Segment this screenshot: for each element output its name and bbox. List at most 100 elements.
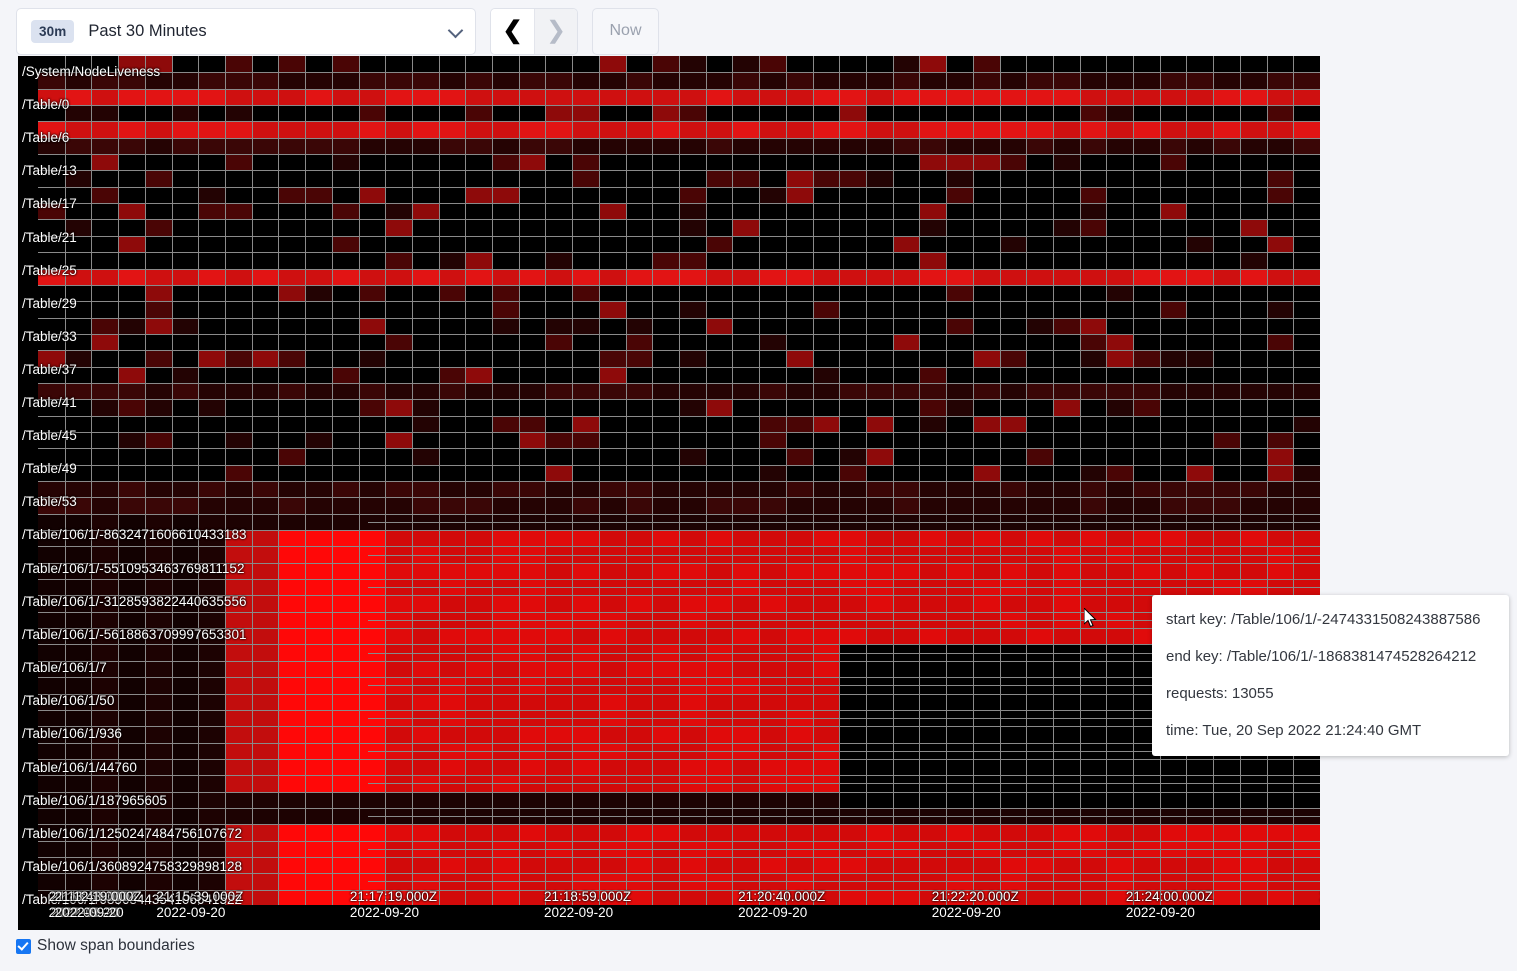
heatmap-cell[interactable] <box>172 318 198 334</box>
heatmap-cell[interactable] <box>305 121 332 138</box>
heatmap-cell[interactable] <box>813 857 839 873</box>
heatmap-cell[interactable] <box>492 236 519 252</box>
heatmap-cell[interactable] <box>679 792 706 808</box>
heatmap-cell[interactable] <box>1293 448 1320 465</box>
heatmap-cell[interactable] <box>732 448 759 465</box>
heatmap-cell[interactable] <box>1053 546 1080 563</box>
heatmap-cell[interactable] <box>1133 546 1160 563</box>
heatmap-cell[interactable] <box>732 72 759 89</box>
heatmap-cell[interactable] <box>145 481 172 497</box>
heatmap-cell[interactable] <box>1053 187 1080 203</box>
heatmap-cell[interactable] <box>198 105 225 121</box>
heatmap-cell[interactable] <box>465 726 492 743</box>
heatmap-cell[interactable] <box>278 350 305 367</box>
heatmap-cell[interactable] <box>118 236 145 252</box>
heatmap-cell[interactable] <box>118 432 145 448</box>
heatmap-cell[interactable] <box>839 383 866 399</box>
heatmap-cell[interactable] <box>652 187 679 203</box>
heatmap-cell[interactable] <box>38 350 65 367</box>
heatmap-cell[interactable] <box>893 694 919 710</box>
heatmap-cell[interactable] <box>866 890 893 906</box>
heatmap-cell[interactable] <box>1240 465 1267 481</box>
heatmap-cell[interactable] <box>385 857 412 873</box>
heatmap-cell[interactable] <box>1000 105 1026 121</box>
heatmap-cell[interactable] <box>492 694 519 710</box>
heatmap-cell[interactable] <box>118 563 145 579</box>
heatmap-cell[interactable] <box>332 792 359 808</box>
heatmap-cell[interactable] <box>679 105 706 121</box>
heatmap-cell[interactable] <box>252 481 278 497</box>
heatmap-cell[interactable] <box>679 89 706 105</box>
heatmap-cell[interactable] <box>145 579 172 595</box>
heatmap-cell[interactable] <box>278 89 305 105</box>
heatmap-cell[interactable] <box>1053 563 1080 579</box>
heatmap-cell[interactable] <box>492 465 519 481</box>
heatmap-cell[interactable] <box>118 808 145 824</box>
heatmap-cell[interactable] <box>759 694 786 710</box>
heatmap-cell[interactable] <box>145 824 172 841</box>
heatmap-cell[interactable] <box>278 334 305 350</box>
heatmap-cell[interactable] <box>679 399 706 416</box>
heatmap-cell[interactable] <box>359 546 385 563</box>
heatmap-cell[interactable] <box>439 121 465 138</box>
heatmap-cell[interactable] <box>359 383 385 399</box>
heatmap-cell[interactable] <box>786 252 813 269</box>
heatmap-cell[interactable] <box>786 824 813 841</box>
heatmap-cell[interactable] <box>1267 546 1293 563</box>
heatmap-cell[interactable] <box>1080 481 1106 497</box>
heatmap-cell[interactable] <box>439 350 465 367</box>
heatmap-cell[interactable] <box>1186 530 1213 546</box>
heatmap-cell[interactable] <box>919 792 946 808</box>
heatmap-cell[interactable] <box>1186 89 1213 105</box>
heatmap-cell[interactable] <box>225 269 252 285</box>
heatmap-cell[interactable] <box>1000 416 1026 432</box>
heatmap-cell[interactable] <box>866 661 893 677</box>
heatmap-cell[interactable] <box>893 252 919 269</box>
heatmap-cell[interactable] <box>1160 416 1186 432</box>
heatmap-cell[interactable] <box>946 890 973 906</box>
heatmap-cell[interactable] <box>732 481 759 497</box>
heatmap-cell[interactable] <box>866 138 893 154</box>
heatmap-cell[interactable] <box>225 759 252 775</box>
heatmap-cell[interactable] <box>786 318 813 334</box>
heatmap-cell[interactable] <box>572 105 599 121</box>
heatmap-cell[interactable] <box>1213 187 1240 203</box>
heatmap-cell[interactable] <box>519 628 545 644</box>
heatmap-cell[interactable] <box>1240 121 1267 138</box>
heatmap-cell[interactable] <box>732 432 759 448</box>
heatmap-cell[interactable] <box>973 72 1000 89</box>
heatmap-cell[interactable] <box>439 318 465 334</box>
heatmap-cell[interactable] <box>305 710 332 726</box>
heatmap-cell[interactable] <box>732 219 759 236</box>
heatmap-cell[interactable] <box>412 301 439 318</box>
heatmap-cell[interactable] <box>786 481 813 497</box>
heatmap-cell[interactable] <box>813 792 839 808</box>
heatmap-cell[interactable] <box>91 416 118 432</box>
heatmap-cell[interactable] <box>145 154 172 170</box>
heatmap-cell[interactable] <box>305 890 332 906</box>
heatmap-cell[interactable] <box>519 318 545 334</box>
heatmap-cell[interactable] <box>893 121 919 138</box>
heatmap-cell[interactable] <box>252 595 278 612</box>
heatmap-cell[interactable] <box>439 170 465 187</box>
heatmap-cell[interactable] <box>65 350 91 367</box>
heatmap-cell[interactable] <box>492 857 519 873</box>
heatmap-cell[interactable] <box>252 432 278 448</box>
heatmap-cell[interactable] <box>492 285 519 301</box>
heatmap-cell[interactable] <box>118 497 145 514</box>
heatmap-cell[interactable] <box>412 465 439 481</box>
heatmap-cell[interactable] <box>332 824 359 841</box>
heatmap-cell[interactable] <box>1213 465 1240 481</box>
heatmap-cell[interactable] <box>946 726 973 743</box>
heatmap-cell[interactable] <box>1080 187 1106 203</box>
heatmap-cell[interactable] <box>1053 628 1080 644</box>
heatmap-cell[interactable] <box>412 72 439 89</box>
heatmap-cell[interactable] <box>1267 465 1293 481</box>
heatmap-cell[interactable] <box>759 726 786 743</box>
heatmap-cell[interactable] <box>492 481 519 497</box>
heatmap-cell[interactable] <box>919 824 946 841</box>
heatmap-cell[interactable] <box>866 318 893 334</box>
heatmap-cell[interactable] <box>839 252 866 269</box>
heatmap-cell[interactable] <box>38 481 65 497</box>
heatmap-cell[interactable] <box>1160 56 1186 72</box>
